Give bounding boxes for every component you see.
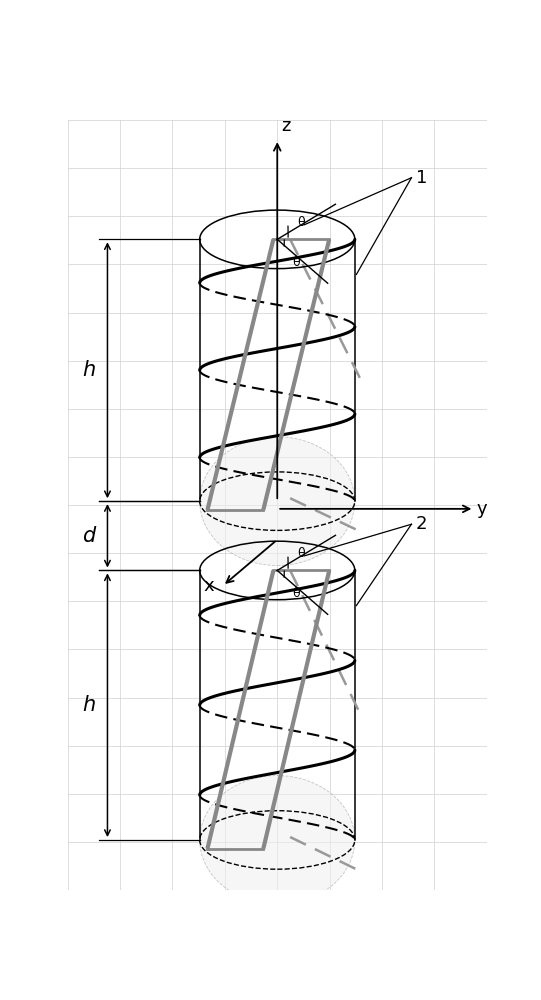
Text: θ: θ xyxy=(298,547,305,560)
Ellipse shape xyxy=(200,776,355,904)
Text: d: d xyxy=(82,526,95,546)
Text: θ: θ xyxy=(292,587,300,600)
Text: θ: θ xyxy=(292,256,300,269)
Text: h: h xyxy=(82,360,95,380)
Text: θ: θ xyxy=(298,216,305,229)
Ellipse shape xyxy=(200,437,355,566)
Text: 1: 1 xyxy=(415,169,427,187)
Text: h: h xyxy=(82,695,95,715)
Text: z: z xyxy=(281,117,291,135)
Text: x: x xyxy=(204,577,214,595)
Text: 2: 2 xyxy=(415,515,427,533)
Text: y: y xyxy=(477,500,487,518)
